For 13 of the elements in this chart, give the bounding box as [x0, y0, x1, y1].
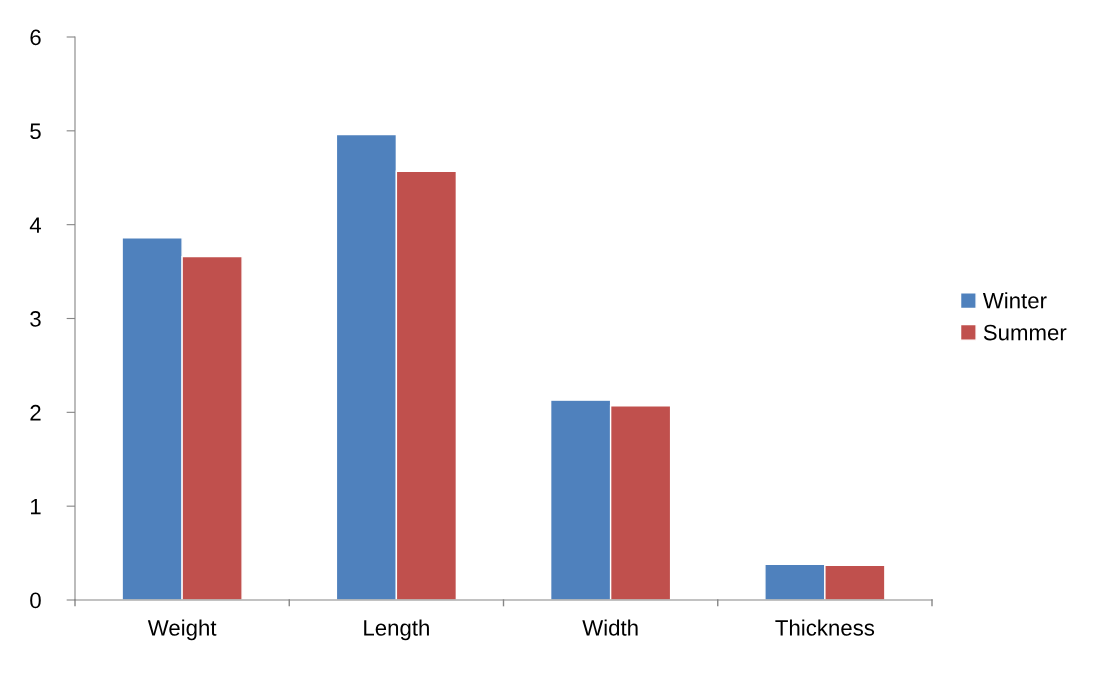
legend-label: Winter: [982, 292, 1047, 309]
x-tick-label: Weight: [147, 619, 217, 641]
y-tick-label: 4: [29, 217, 42, 233]
legend-label: Summer: [983, 324, 1067, 341]
y-tick-label: 0: [30, 592, 41, 609]
y-tick-label: 3: [30, 311, 41, 327]
y-tick-label: 1: [31, 498, 41, 515]
y-tick-label: 2: [30, 404, 41, 421]
y-tick-label: 5: [30, 123, 41, 140]
y-tick-label: 6: [30, 29, 41, 46]
x-tick-label: Width: [582, 619, 638, 636]
x-tick-label: Thickness: [775, 619, 875, 636]
x-tick-label: Length: [364, 619, 429, 641]
